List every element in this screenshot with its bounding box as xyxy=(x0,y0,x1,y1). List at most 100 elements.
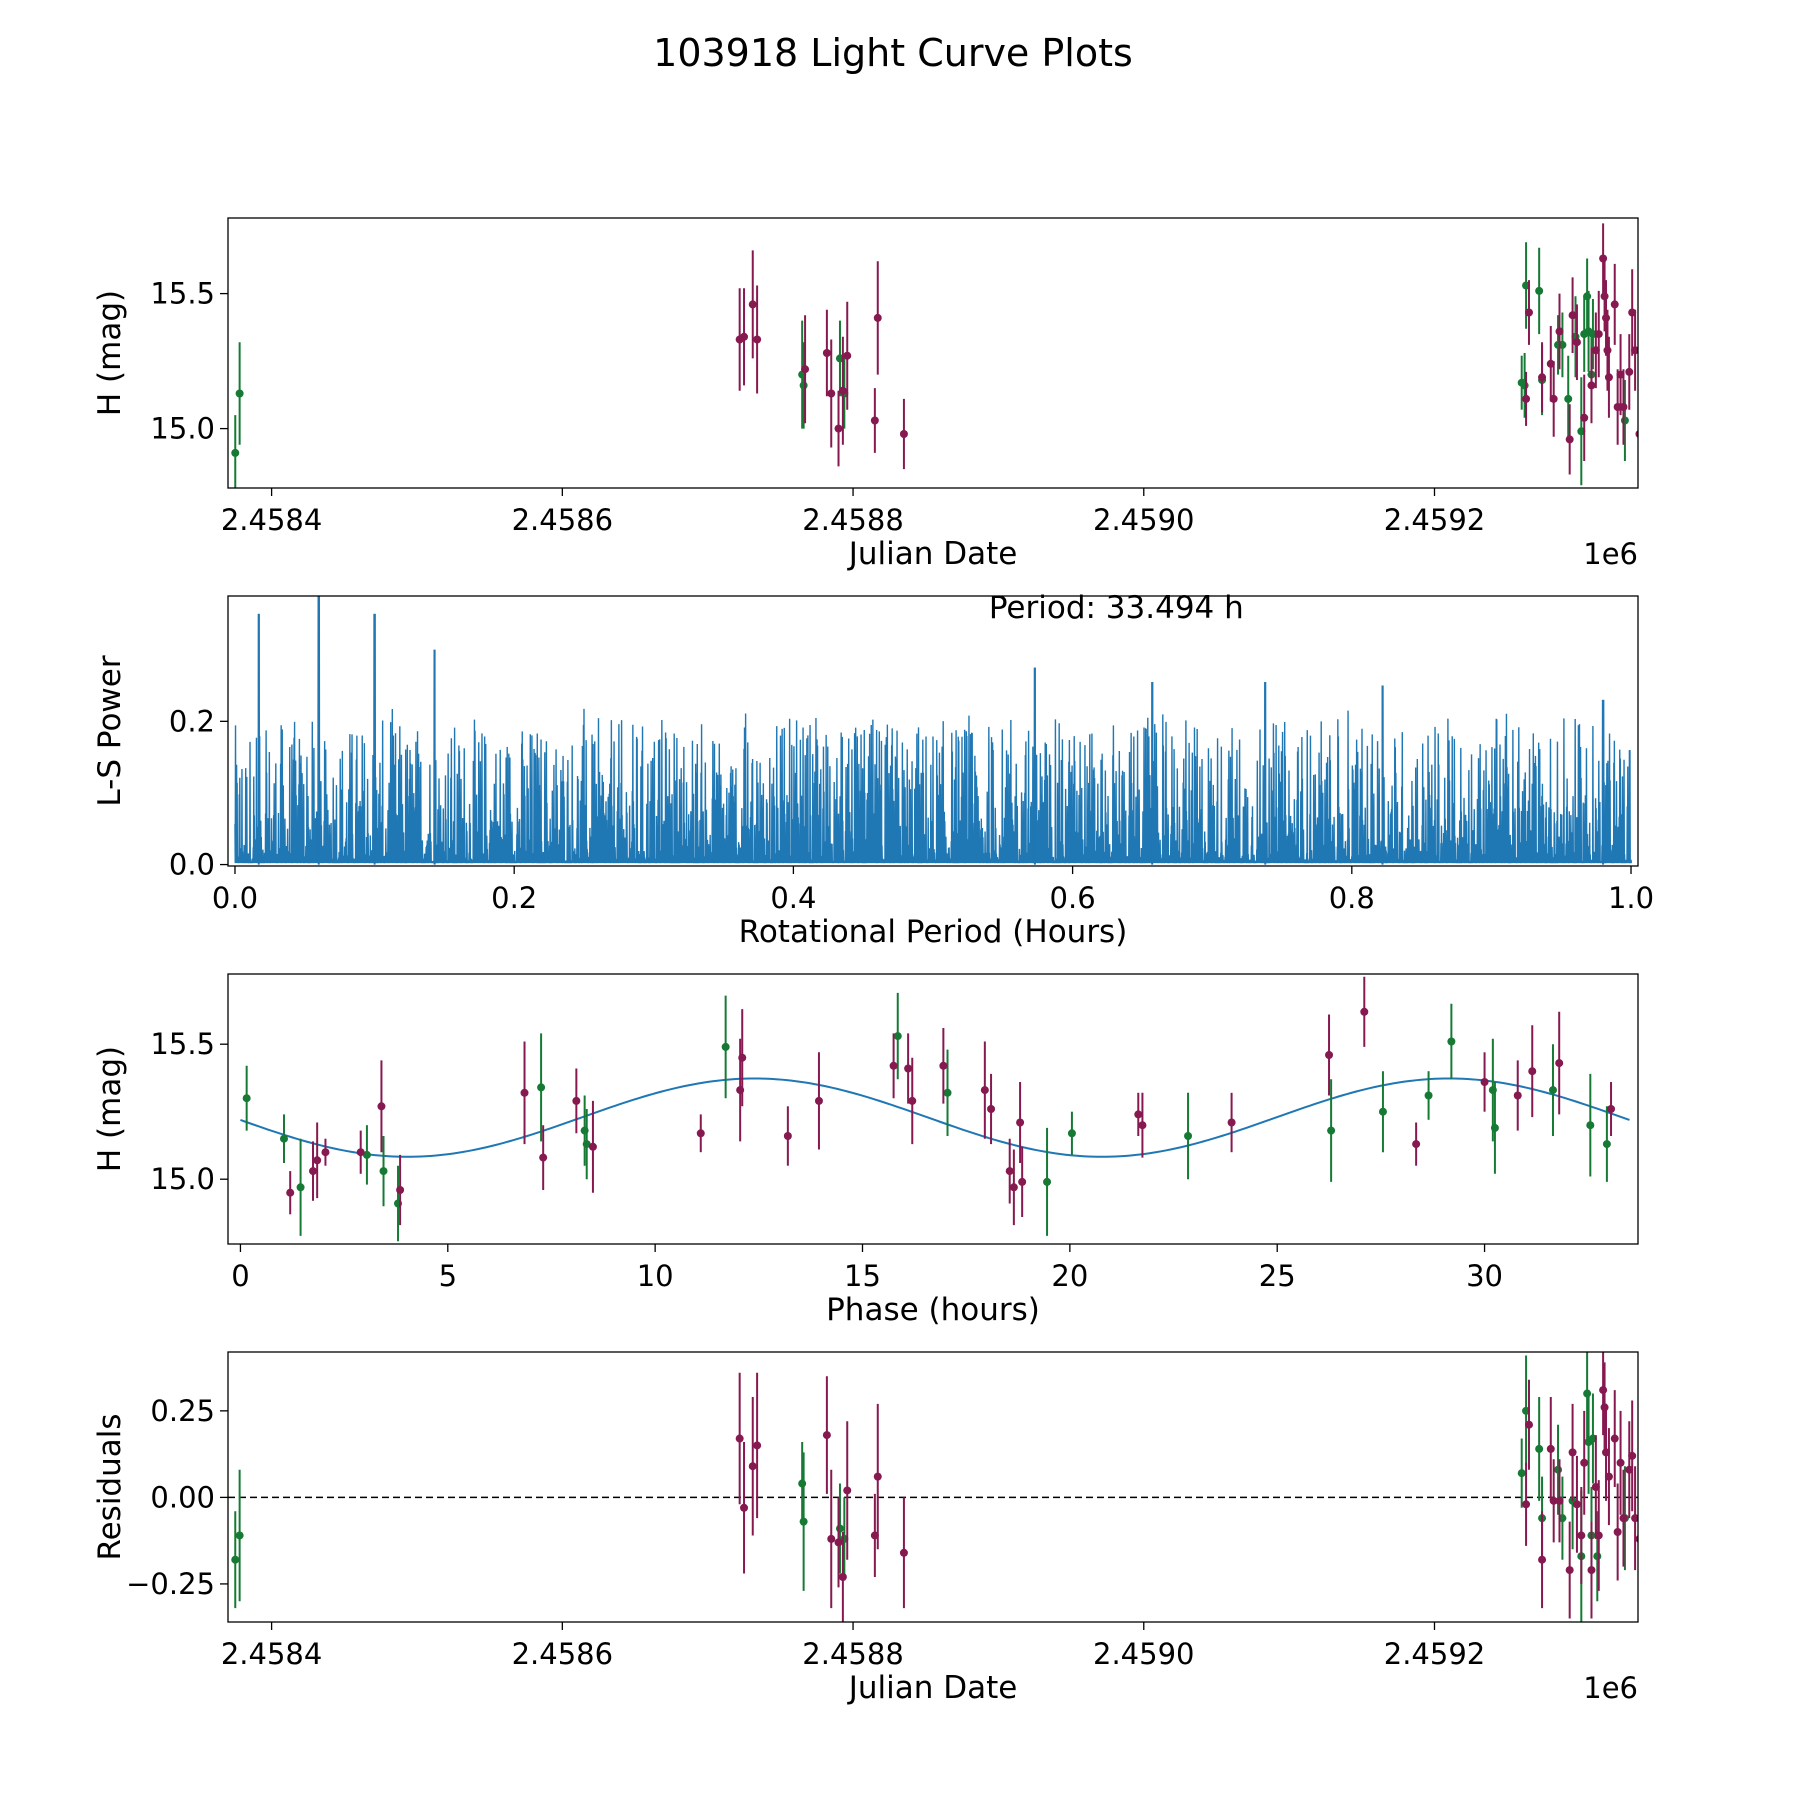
data-point xyxy=(1549,394,1558,403)
data-point xyxy=(377,1102,386,1111)
x-tick-label: 0.4 xyxy=(770,881,816,915)
data-point xyxy=(904,1064,913,1073)
data-point xyxy=(1599,254,1608,263)
series-filter-r xyxy=(735,1352,1638,1622)
data-point xyxy=(1005,1167,1014,1176)
data-point xyxy=(1587,1566,1596,1575)
data-point xyxy=(822,1431,831,1440)
data-point xyxy=(822,349,831,357)
data-point xyxy=(1538,1555,1547,1564)
data-point xyxy=(1184,1132,1193,1140)
data-point xyxy=(1587,381,1596,390)
data-point xyxy=(987,1105,996,1113)
data-point xyxy=(1604,373,1613,382)
data-point xyxy=(873,313,882,322)
data-point xyxy=(1043,1177,1052,1186)
x-tick-label: 5 xyxy=(439,1259,457,1293)
data-point xyxy=(1602,313,1611,322)
plot-area xyxy=(242,976,1616,1242)
data-point xyxy=(1572,1500,1581,1509)
axes-frame xyxy=(227,595,1639,867)
data-point xyxy=(835,1524,844,1533)
data-point xyxy=(814,1096,823,1105)
x-tick-label: 2.4592 xyxy=(1384,1637,1485,1671)
data-point xyxy=(1018,1177,1027,1186)
data-point xyxy=(738,1053,747,1062)
data-point xyxy=(1602,1140,1611,1149)
subplot-stack: 2.4584 2.4586 2.4588 2.4590 2.4592 15.0 15.5 Ju… xyxy=(92,217,1654,1706)
data-point xyxy=(1599,1386,1608,1395)
data-point xyxy=(1631,1514,1638,1523)
data-point xyxy=(1564,394,1573,403)
data-point xyxy=(1522,1500,1531,1509)
data-point xyxy=(740,1503,749,1512)
data-point xyxy=(1568,1448,1577,1457)
data-point xyxy=(1555,327,1564,336)
series-filter-r xyxy=(735,223,1646,475)
data-point xyxy=(588,1142,597,1151)
data-point xyxy=(799,381,808,390)
data-point xyxy=(838,1573,847,1581)
data-point xyxy=(1490,1123,1499,1132)
data-point xyxy=(235,1531,244,1540)
y-axis-label: L-S Power xyxy=(92,655,128,806)
data-point xyxy=(1610,1434,1619,1443)
data-point xyxy=(1583,292,1592,301)
data-point xyxy=(798,1479,807,1488)
x-offset-label: 1e6 xyxy=(1583,1671,1638,1705)
data-point xyxy=(1572,338,1581,347)
x-tick-label: 2.4592 xyxy=(1384,503,1485,537)
data-point xyxy=(296,1183,305,1192)
data-point xyxy=(1548,1086,1557,1095)
data-point xyxy=(1325,1051,1334,1059)
series-filter-g xyxy=(242,992,1611,1242)
x-tick-label: 2.4584 xyxy=(221,1637,322,1671)
data-point xyxy=(838,386,847,395)
data-point xyxy=(893,1032,902,1041)
data-point xyxy=(286,1188,295,1197)
data-point xyxy=(1638,354,1646,362)
data-point xyxy=(1577,1531,1586,1540)
panel-periodogram: Period: 33.494 h0.0 0.2 0.4 0.6 0.8 1.00.00.2… xyxy=(92,590,1654,950)
data-point xyxy=(834,424,843,433)
data-point xyxy=(899,1548,908,1557)
series-filter-g xyxy=(231,242,1629,488)
data-point xyxy=(1593,1552,1602,1561)
axes-frame xyxy=(227,973,1639,1245)
data-point xyxy=(1620,416,1629,425)
x-tick-label: 10 xyxy=(637,1259,674,1293)
data-point xyxy=(1555,1059,1564,1068)
data-point xyxy=(1134,1110,1143,1119)
data-point xyxy=(520,1088,529,1097)
data-point xyxy=(908,1096,917,1105)
data-point xyxy=(1600,1403,1609,1412)
plot-area xyxy=(231,223,1646,488)
x-tick-label: 0.6 xyxy=(1050,881,1096,915)
data-point xyxy=(1520,381,1529,390)
data-point xyxy=(1538,373,1547,382)
data-point xyxy=(1635,430,1638,438)
data-point xyxy=(1603,346,1612,355)
x-tick-label: 2.4590 xyxy=(1093,503,1194,537)
data-point xyxy=(939,1061,948,1070)
plot-area xyxy=(231,1352,1638,1622)
data-point xyxy=(1555,1496,1564,1505)
data-point xyxy=(1138,1121,1147,1130)
data-point xyxy=(242,1094,251,1103)
panel-raw-light-curve: 2.4584 2.4586 2.4588 2.4590 2.4592 15.0 15.5 Ju… xyxy=(92,217,1646,572)
y-tick-label: 15.0 xyxy=(150,1162,215,1196)
data-point xyxy=(827,389,836,398)
data-point xyxy=(1568,311,1577,320)
x-tick-label: 0.8 xyxy=(1329,881,1375,915)
figure-title: 103918 Light Curve Plots xyxy=(653,31,1133,75)
fit-curve xyxy=(240,1077,1630,1158)
x-axis-label: Phase (hours) xyxy=(826,1292,1040,1328)
data-point xyxy=(1625,367,1634,376)
data-point xyxy=(537,1083,546,1092)
data-point xyxy=(379,1167,388,1176)
y-axis-label: H (mag) xyxy=(92,1046,128,1172)
data-point xyxy=(1009,1183,1018,1192)
data-point xyxy=(1580,413,1589,422)
y-axis-label: Residuals xyxy=(92,1413,128,1560)
y-tick-label: 0.00 xyxy=(150,1480,215,1514)
